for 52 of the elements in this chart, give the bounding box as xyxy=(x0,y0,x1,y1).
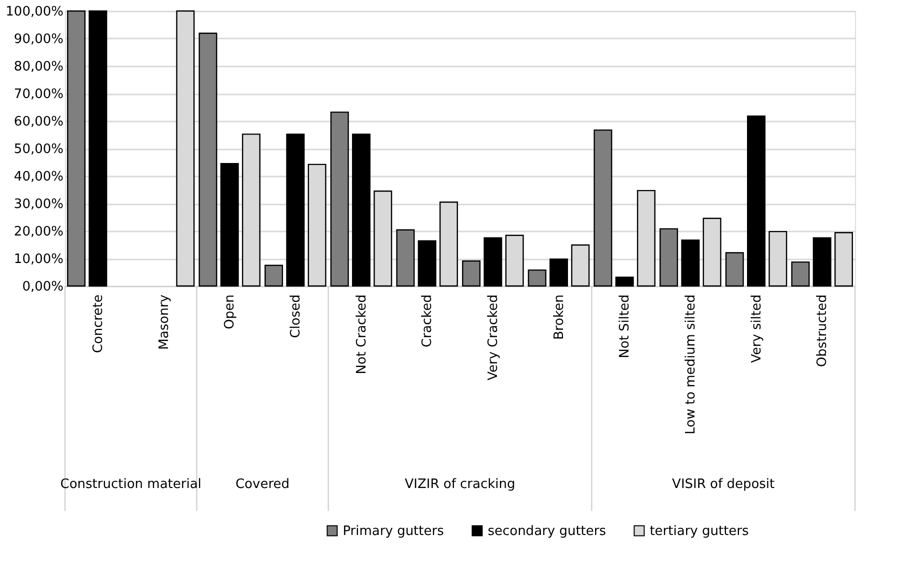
bar xyxy=(67,10,86,287)
x-tick-label: Not Silted xyxy=(618,294,633,358)
y-tick-label: 20,00% xyxy=(14,224,64,240)
bar xyxy=(330,112,349,287)
bar xyxy=(615,276,634,287)
bar xyxy=(286,134,305,287)
y-tick-label: 10,00% xyxy=(14,252,64,267)
y-tick-label: 40,00% xyxy=(14,170,64,184)
y-tick-label: 70,00% xyxy=(14,87,64,102)
bar xyxy=(791,261,810,287)
bar xyxy=(198,32,218,287)
bar xyxy=(418,240,436,287)
x-tick-label: Cracked xyxy=(420,294,436,348)
y-tick-label: 0,00% xyxy=(22,280,64,294)
x-tick-label: Very silted xyxy=(749,294,764,363)
bar xyxy=(812,237,832,287)
y-tick-label: 30,00% xyxy=(14,197,64,212)
bar xyxy=(264,264,284,287)
bar xyxy=(725,252,744,287)
x-tick-label: Concrete xyxy=(90,294,106,354)
bar xyxy=(352,134,370,287)
bar xyxy=(528,269,546,287)
bar xyxy=(681,239,700,287)
bar xyxy=(220,163,239,287)
text: VIZIR of cracking xyxy=(404,477,516,492)
y-tick-label: 60,00% xyxy=(14,114,64,130)
bar xyxy=(484,237,502,287)
y-tick-label: 90,00% xyxy=(14,32,64,47)
text: Covered xyxy=(235,477,290,492)
bar xyxy=(594,129,612,287)
text: VISIR of deposit xyxy=(672,477,775,492)
bar xyxy=(550,258,568,287)
y-tick-label: 50,00% xyxy=(14,142,64,157)
legend-label: tertiary gutters xyxy=(650,524,750,539)
y-tick-label: 80,00% xyxy=(14,60,64,74)
y-tick-label: 100,00% xyxy=(6,4,64,20)
x-tick-label: Not Cracked xyxy=(354,294,370,374)
legend-label: Primary gutters xyxy=(342,524,444,539)
bar xyxy=(747,115,766,287)
x-tick-label: Broken xyxy=(552,294,567,340)
x-tick-label: Open xyxy=(222,294,238,330)
x-tick-label: Masonry xyxy=(156,294,172,350)
bar xyxy=(462,260,481,287)
x-tick-label: Low to medium silted xyxy=(683,294,698,434)
bar xyxy=(396,229,415,287)
x-tick-label: Closed xyxy=(288,294,304,338)
legend-label: secondary gutters xyxy=(488,524,606,539)
bar xyxy=(660,228,678,287)
x-tick-label: Very Cracked xyxy=(486,294,501,380)
bar xyxy=(88,10,108,287)
text: Construction material xyxy=(60,477,202,492)
x-tick-label: Obstructed xyxy=(815,294,830,367)
